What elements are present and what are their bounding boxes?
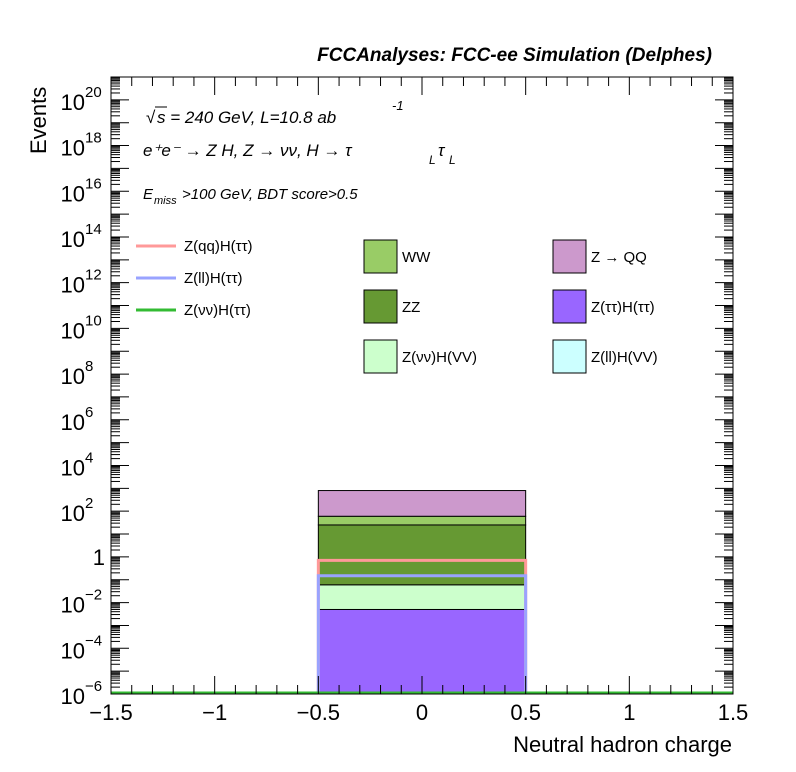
legend-box-label: Z(ττ)H(ττ) bbox=[591, 299, 655, 316]
series-line-1 bbox=[316, 574, 528, 694]
svg-text:10: 10 bbox=[61, 593, 85, 618]
bar-segment-4 bbox=[317, 490, 527, 517]
svg-text:10: 10 bbox=[61, 455, 85, 480]
annotation-cut: E miss >100 GeV, BDT score>0.5 bbox=[143, 186, 358, 207]
legend-box-swatch bbox=[363, 239, 398, 274]
svg-text:10: 10 bbox=[61, 136, 85, 161]
svg-text:20: 20 bbox=[85, 84, 102, 101]
legend-box-label: Z(ll)H(VV) bbox=[591, 349, 658, 366]
legend-line-label: Z(qq)H(ττ) bbox=[184, 238, 253, 255]
annotation-energy: √ s = 240 GeV, L=10.8 ab -1 bbox=[146, 98, 404, 127]
legend-line-label: Z(νν)H(ττ) bbox=[184, 302, 251, 319]
svg-text:10: 10 bbox=[61, 638, 85, 663]
x-axis-title: Neutral hadron charge bbox=[513, 732, 732, 757]
legend-box-swatch bbox=[363, 339, 398, 374]
svg-text:6: 6 bbox=[85, 404, 93, 421]
svg-text:10: 10 bbox=[61, 90, 85, 115]
x-tick-label: −0.5 bbox=[297, 700, 340, 725]
svg-text:10: 10 bbox=[61, 181, 85, 206]
stacked-bars bbox=[317, 490, 527, 695]
process-sub-2: L bbox=[449, 153, 456, 167]
svg-text:10: 10 bbox=[61, 410, 85, 435]
svg-text:4: 4 bbox=[85, 449, 93, 466]
y-tick-label: 10 8 bbox=[61, 358, 94, 389]
y-tick-label: 10 2 bbox=[61, 495, 94, 526]
y-tick-label: 10 6 bbox=[61, 404, 94, 435]
y-tick-label: 10 −4 bbox=[61, 632, 103, 663]
cut-subscript: miss bbox=[154, 195, 177, 207]
y-tick-label: 10 −2 bbox=[61, 587, 103, 618]
sqrt-symbol: √ bbox=[146, 108, 156, 127]
process-tau-2: τ bbox=[438, 141, 446, 160]
x-tick-label: 1 bbox=[623, 700, 635, 725]
svg-text:16: 16 bbox=[85, 175, 102, 192]
svg-text:10: 10 bbox=[61, 227, 85, 252]
legend-box-label: WW bbox=[402, 249, 431, 266]
annotation-process: e⁺e⁻ → Z H, Z → νν, H → τ L τ L bbox=[143, 141, 456, 167]
bar-segment-3 bbox=[317, 515, 527, 526]
x-tick-label: −1.5 bbox=[89, 700, 132, 725]
process-sub-1: L bbox=[429, 153, 436, 167]
svg-text:14: 14 bbox=[85, 221, 102, 238]
y-tick-label: 10 10 bbox=[61, 312, 102, 343]
cut-text: >100 GeV, BDT score>0.5 bbox=[182, 186, 358, 203]
legend-box-label: Z(νν)H(VV) bbox=[402, 349, 477, 366]
legend-box-swatch bbox=[552, 239, 587, 274]
energy-text: s = 240 GeV, L=10.8 ab bbox=[157, 108, 336, 127]
svg-text:10: 10 bbox=[61, 501, 85, 526]
energy-exponent: -1 bbox=[392, 98, 404, 113]
svg-text:−6: −6 bbox=[85, 678, 102, 695]
y-tick-label: 10 14 bbox=[61, 221, 102, 252]
x-tick-label: 0 bbox=[416, 700, 428, 725]
y-axis-title: Events bbox=[26, 87, 51, 154]
legend-box-label: Z → QQ bbox=[591, 249, 647, 266]
legend-box-swatch bbox=[363, 289, 398, 324]
svg-text:10: 10 bbox=[61, 364, 85, 389]
svg-text:−2: −2 bbox=[85, 587, 102, 604]
y-tick-label: 10 18 bbox=[61, 130, 102, 161]
x-ticks: −1.5 −1 −0.5 0 0.5 1 1.5 bbox=[89, 77, 748, 725]
legend-box-swatch bbox=[552, 339, 587, 374]
chart-title: FCCAnalyses: FCC-ee Simulation (Delphes) bbox=[317, 45, 712, 66]
svg-text:12: 12 bbox=[85, 267, 102, 284]
y-tick-label: 10 16 bbox=[61, 175, 102, 206]
svg-text:8: 8 bbox=[85, 358, 93, 375]
svg-text:10: 10 bbox=[61, 684, 85, 709]
x-tick-label: −1 bbox=[202, 700, 227, 725]
legend-box-label: ZZ bbox=[402, 299, 420, 316]
svg-text:10: 10 bbox=[61, 273, 85, 298]
legend-line-label: Z(ll)H(ττ) bbox=[184, 270, 243, 287]
y-tick-label: 10 −6 bbox=[61, 678, 103, 709]
y-tick-label: 1 bbox=[93, 545, 105, 570]
x-tick-label: 1.5 bbox=[718, 700, 749, 725]
svg-text:1: 1 bbox=[93, 545, 105, 570]
svg-text:10: 10 bbox=[85, 312, 102, 329]
legend: Z(qq)H(ττ) Z(ll)H(ττ) Z(νν)H(ττ) WW Z → QQ ZZ… bbox=[136, 238, 658, 374]
cut-E: E bbox=[143, 186, 154, 203]
svg-text:18: 18 bbox=[85, 130, 102, 147]
process-text: e⁺e⁻ → Z H, Z → νν, H → τ bbox=[143, 141, 353, 160]
y-tick-label: 10 4 bbox=[61, 449, 94, 480]
y-tick-label: 10 20 bbox=[61, 84, 102, 115]
svg-text:10: 10 bbox=[61, 318, 85, 343]
legend-box-swatch bbox=[552, 289, 587, 324]
x-tick-label: 0.5 bbox=[510, 700, 541, 725]
bar-segment-1 bbox=[317, 584, 527, 610]
svg-text:−4: −4 bbox=[85, 632, 102, 649]
y-tick-label: 10 12 bbox=[61, 267, 102, 298]
svg-text:2: 2 bbox=[85, 495, 93, 512]
